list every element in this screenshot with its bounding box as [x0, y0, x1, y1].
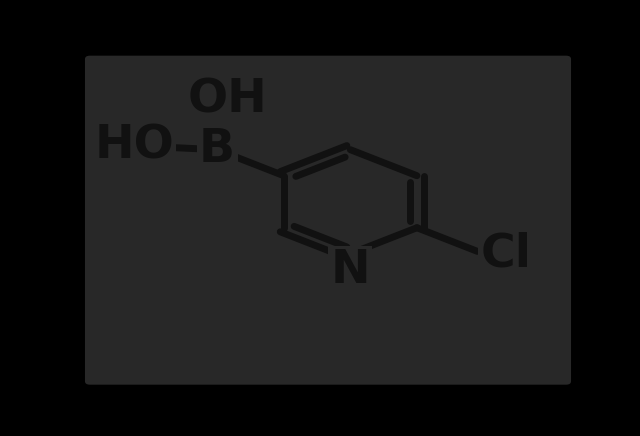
- Text: OH: OH: [188, 78, 267, 123]
- Text: N: N: [330, 248, 370, 293]
- Text: Cl: Cl: [480, 231, 531, 276]
- Text: B: B: [199, 127, 236, 172]
- FancyBboxPatch shape: [85, 56, 571, 385]
- Text: HO: HO: [94, 124, 174, 169]
